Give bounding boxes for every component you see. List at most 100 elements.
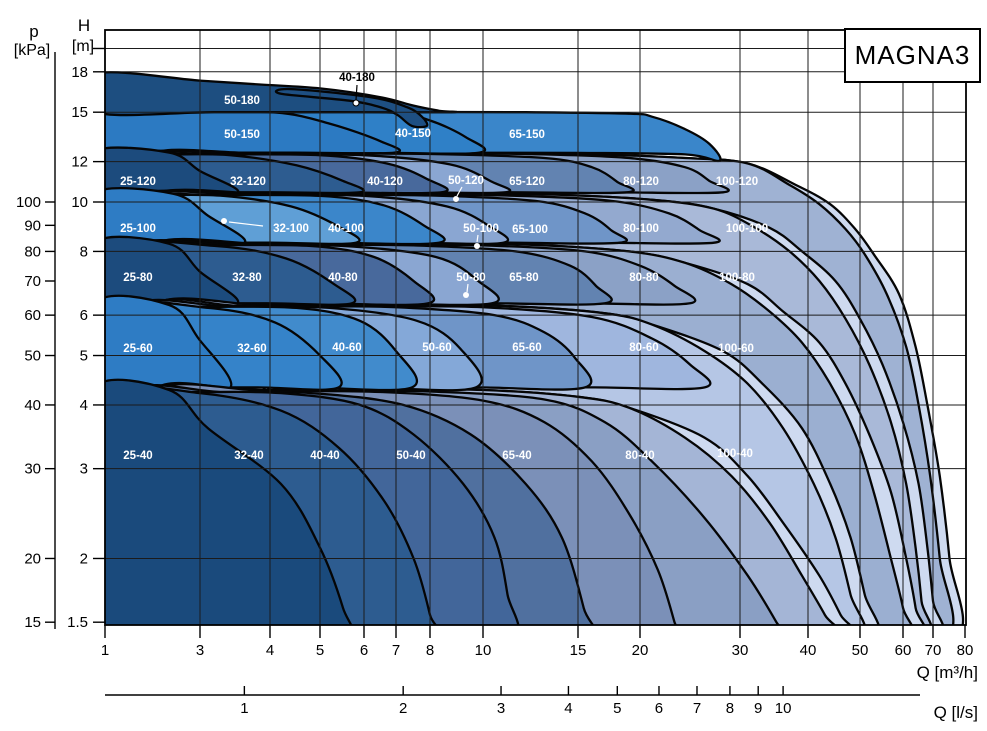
gridlines	[105, 30, 966, 625]
plot-frame	[104, 29, 967, 626]
h-tick-label: 6	[80, 307, 88, 324]
region-label: 65-60	[512, 342, 541, 354]
region-label: 25-40	[123, 450, 152, 462]
region-label: 100-80	[719, 272, 755, 284]
region-label: 50-60	[422, 342, 451, 354]
region-label: 25-60	[123, 343, 152, 355]
region-label: 32-120	[230, 176, 266, 188]
region-25-40	[105, 378, 353, 625]
x-tick-label: 10	[475, 642, 492, 659]
ls-tick-label: 3	[497, 700, 505, 717]
leader-dot	[453, 196, 459, 202]
x-tick-label: 80	[957, 642, 974, 659]
pressure-axis-unit: [kPa]	[13, 42, 51, 59]
leader-dot	[463, 292, 469, 298]
head-axis-title: H	[77, 16, 91, 35]
leader-dot	[352, 99, 360, 107]
x-tick-label: 7	[392, 642, 400, 659]
leader-dot	[221, 218, 227, 224]
ls-tick-label: 2	[399, 700, 407, 717]
h-tick-label: 10	[71, 194, 88, 211]
region-label: 50-40	[396, 450, 425, 462]
ls-tick-label: 6	[655, 700, 663, 717]
h-tick-label: 3	[80, 461, 88, 478]
region-label: 65-150	[509, 129, 545, 141]
x-tick-label: 60	[895, 642, 912, 659]
x-axis-m3h: 1 3 4 5 6 7 8 10 15 20 30 40 50 60 70 80	[101, 625, 974, 659]
ls-tick-label: 4	[564, 700, 572, 717]
leader-dot	[474, 243, 480, 249]
region-labels: 50-180 40-180 50-150 40-150 65-150 25-120 32-1…	[120, 72, 768, 462]
ls-tick-label: 10	[775, 700, 792, 717]
ls-tick-label: 8	[726, 700, 734, 717]
p-tick-label: 30	[24, 461, 41, 478]
region-label: 32-60	[237, 343, 266, 355]
flow-axis-unit-m3h: Q [m³/h]	[916, 663, 978, 682]
region-label: 50-100	[463, 223, 499, 235]
p-tick-label: 90	[24, 217, 41, 234]
h-tick-label: 1.5	[67, 614, 88, 631]
x-tick-label: 5	[316, 642, 324, 659]
region-label: 32-80	[232, 272, 261, 284]
region-label: 80-80	[629, 272, 658, 284]
region-label: 25-100	[120, 223, 156, 235]
h-tick-label: 4	[80, 397, 88, 414]
y-axis-head: 18 15 12 10 8 6 5 4 3 2 1.5	[67, 47, 105, 631]
flow-axis-unit-ls: Q [l/s]	[933, 703, 978, 722]
h-tick-label: 12	[71, 154, 88, 171]
series-title-box: MAGNA3	[844, 28, 981, 83]
x-tick-label: 8	[426, 642, 434, 659]
p-tick-label: 20	[24, 550, 41, 567]
x-tick-label: 50	[852, 642, 869, 659]
x-tick-label: 6	[360, 642, 368, 659]
region-label: 50-80	[456, 272, 485, 284]
x-tick-label: 4	[266, 642, 274, 659]
p-tick-label: 50	[24, 348, 41, 365]
h-tick-label: 15	[71, 104, 88, 121]
p-tick-label: 100	[16, 194, 41, 211]
region-40-180	[274, 87, 429, 129]
pressure-axis-title: p	[29, 22, 39, 41]
region-label: 32-100	[273, 223, 309, 235]
region-label: 40-40	[310, 450, 339, 462]
region-label: 80-100	[623, 223, 659, 235]
ls-tick-label: 9	[754, 700, 762, 717]
x-tick-label: 70	[925, 642, 942, 659]
region-label: 80-120	[623, 176, 659, 188]
p-tick-label: 15	[24, 614, 41, 631]
p-tick-label: 40	[24, 397, 41, 414]
region-label: 80-40	[625, 450, 654, 462]
x-tick-label: 30	[732, 642, 749, 659]
p-tick-label: 80	[24, 243, 41, 260]
region-label: 40-120	[367, 176, 403, 188]
x-tick-label: 15	[570, 642, 587, 659]
x-tick-label: 3	[196, 642, 204, 659]
head-axis-unit: [m]	[71, 38, 95, 55]
region-label: 40-60	[332, 342, 361, 354]
region-label: 40-180	[339, 72, 375, 84]
region-label: 65-40	[502, 450, 531, 462]
series-title: MAGNA3	[854, 40, 971, 70]
p-tick-label: 60	[24, 307, 41, 324]
region-label: 100-60	[718, 343, 754, 355]
region-label: 65-100	[512, 224, 548, 236]
x-tick-label: 1	[101, 642, 109, 659]
ls-tick-label: 1	[240, 700, 248, 717]
x-axis-ls: 1 2 3 4 5 6 7 8 9 10	[105, 686, 920, 717]
region-label: 100-40	[717, 448, 753, 460]
h-tick-label: 5	[80, 348, 88, 365]
region-label: 80-60	[629, 342, 658, 354]
x-tick-label: 40	[800, 642, 817, 659]
x-tick-label: 20	[632, 642, 649, 659]
region-label: 40-80	[328, 272, 357, 284]
region-label: 25-80	[123, 272, 152, 284]
region-label: 100-100	[726, 223, 768, 235]
h-tick-label: 18	[71, 64, 88, 81]
h-tick-label: 8	[80, 243, 88, 260]
ls-tick-label: 5	[613, 700, 621, 717]
p-tick-label: 70	[24, 273, 41, 290]
region-label: 50-120	[448, 175, 484, 187]
region-label: 50-150	[224, 129, 260, 141]
